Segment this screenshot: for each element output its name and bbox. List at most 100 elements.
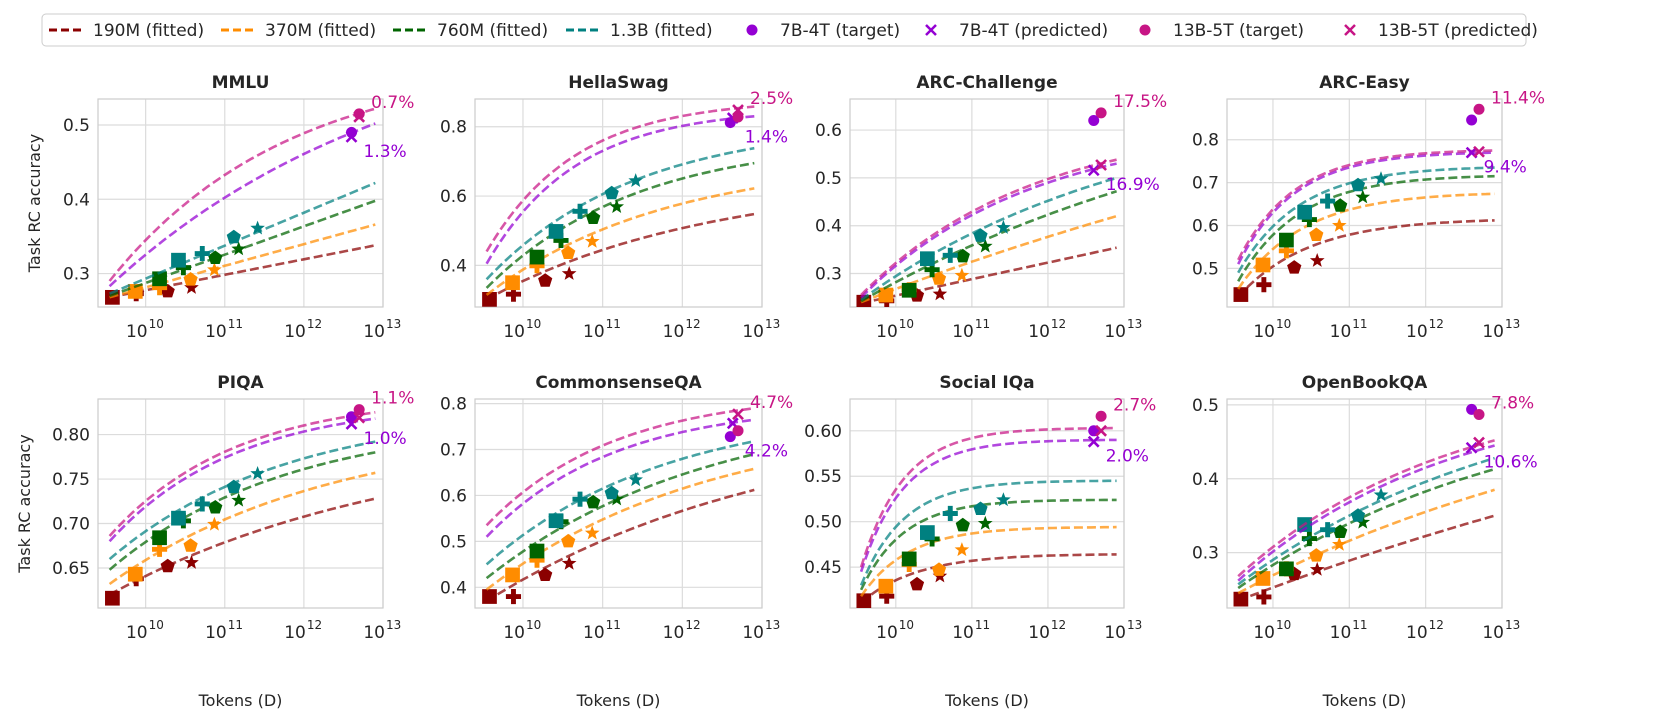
- data-point-pentagon: [183, 538, 198, 552]
- data-point-plus: [194, 245, 210, 262]
- fitted-curve: [1237, 192, 1495, 290]
- data-point-square: [1233, 591, 1249, 607]
- x-tick-exponent: 12: [1051, 618, 1066, 632]
- data-point-plus: [572, 491, 588, 507]
- error-annotation: 7.8%: [1491, 394, 1534, 414]
- data-point-pentagon: [1333, 524, 1348, 538]
- y-tick-label: 0.7: [440, 441, 467, 461]
- x-tick-base: 10: [284, 623, 306, 643]
- data-point-star: [1373, 171, 1389, 185]
- data-point-star: [609, 199, 624, 213]
- legend-swatch-dot: [1139, 24, 1151, 36]
- legend-label: 13B-5T (predicted): [1378, 21, 1538, 41]
- fitted-curve: [485, 212, 755, 301]
- data-point-pentagon: [1333, 198, 1348, 212]
- data-point-plus: [505, 286, 522, 302]
- y-tick-label: 0.4: [440, 256, 467, 276]
- legend-item: 7B-4T (target): [746, 21, 900, 41]
- y-tick-label: 0.6: [440, 486, 467, 506]
- x-tick-exponent: 13: [386, 618, 401, 632]
- data-point-star: [584, 233, 600, 248]
- data-point-square: [1233, 287, 1249, 302]
- x-tick-label: 10 12: [284, 317, 322, 342]
- data-point-plus: [942, 247, 958, 263]
- y-tick-label: 0.4: [815, 217, 842, 237]
- data-point-square: [920, 525, 935, 540]
- plot-frame: [849, 98, 1125, 308]
- data-point-star: [1355, 514, 1371, 529]
- legend-item: 13B-5T (predicted): [1344, 21, 1538, 41]
- fitted-curve: [1237, 149, 1495, 261]
- data-point-pentagon: [1309, 227, 1324, 241]
- data-point-pentagon: [1309, 548, 1324, 562]
- predicted-point: [1095, 159, 1108, 171]
- data-point-pentagon: [561, 533, 576, 548]
- x-tick-base: 10: [205, 322, 227, 342]
- x-tick-label: 10 11: [205, 317, 243, 342]
- plot-frame: [474, 398, 763, 609]
- data-point-pentagon: [208, 250, 223, 264]
- data-point-plus: [1256, 589, 1272, 605]
- x-axis-label: Tokens (D): [198, 691, 283, 710]
- data-point-pentagon: [973, 501, 988, 515]
- plot-area: [856, 426, 1117, 608]
- fitted-curve: [109, 181, 376, 295]
- panel-title: HellaSwag: [568, 73, 668, 93]
- data-point-star: [250, 466, 265, 480]
- data-point-pentagon: [208, 500, 223, 514]
- x-tick-base: 10: [1028, 623, 1050, 643]
- fitted-curve: [108, 471, 376, 586]
- x-tick-exponent: 13: [1505, 317, 1520, 331]
- x-tick-exponent: 11: [228, 317, 243, 331]
- legend-label: 1.3B (fitted): [610, 21, 713, 41]
- error-annotation: 2.5%: [750, 89, 793, 109]
- legend-item: 190M (fitted): [49, 21, 204, 41]
- x-tick-label: 10 10: [876, 618, 914, 643]
- y-tick-label: 0.70: [52, 515, 90, 535]
- data-point-star: [184, 554, 199, 569]
- data-point-square: [482, 589, 497, 604]
- y-tick-label: 0.5: [1192, 259, 1219, 279]
- x-tick-base: 10: [663, 322, 685, 342]
- data-point-plus: [1278, 243, 1294, 259]
- x-tick-exponent: 11: [975, 317, 990, 331]
- x-tick-label: 10 13: [1104, 317, 1142, 342]
- data-point-star: [1309, 561, 1325, 576]
- data-point-pentagon: [909, 576, 925, 591]
- x-tick-exponent: 10: [899, 317, 914, 331]
- data-point-square: [105, 590, 120, 606]
- data-point-pentagon: [931, 271, 947, 285]
- data-point-star: [561, 555, 577, 570]
- x-tick-exponent: 12: [307, 618, 322, 632]
- fitted-curve: [860, 176, 1117, 301]
- data-point-star: [977, 238, 993, 253]
- x-axis-label: Tokens (D): [576, 691, 661, 710]
- data-point-star: [954, 267, 970, 282]
- y-tick-label: 0.60: [804, 422, 842, 442]
- data-point-pentagon: [1287, 260, 1302, 274]
- x-tick-base: 10: [284, 322, 306, 342]
- error-annotation: 2.7%: [1113, 395, 1156, 415]
- data-point-plus: [1320, 522, 1336, 538]
- x-tick-label: 10 11: [1330, 618, 1368, 643]
- y-tick-label: 0.8: [1192, 131, 1219, 151]
- data-point-pentagon: [538, 567, 553, 581]
- x-tick-label: 10 13: [1482, 317, 1520, 342]
- y-tick-label: 0.45: [804, 558, 842, 578]
- data-point-plus: [924, 262, 940, 278]
- error-annotation: 4.2%: [745, 442, 788, 462]
- x-tick-exponent: 11: [606, 317, 621, 331]
- data-point-square: [878, 578, 894, 594]
- x-tick-base: 10: [205, 623, 227, 643]
- panel-title: ARC-Challenge: [916, 73, 1057, 93]
- data-point-pentagon: [586, 210, 601, 224]
- data-point-plus: [152, 541, 168, 557]
- x-tick-base: 10: [952, 322, 974, 342]
- data-point-square: [171, 252, 186, 268]
- y-tick-label: 0.80: [52, 426, 90, 446]
- target-point: [732, 425, 744, 437]
- y-tick-label: 0.50: [804, 513, 842, 533]
